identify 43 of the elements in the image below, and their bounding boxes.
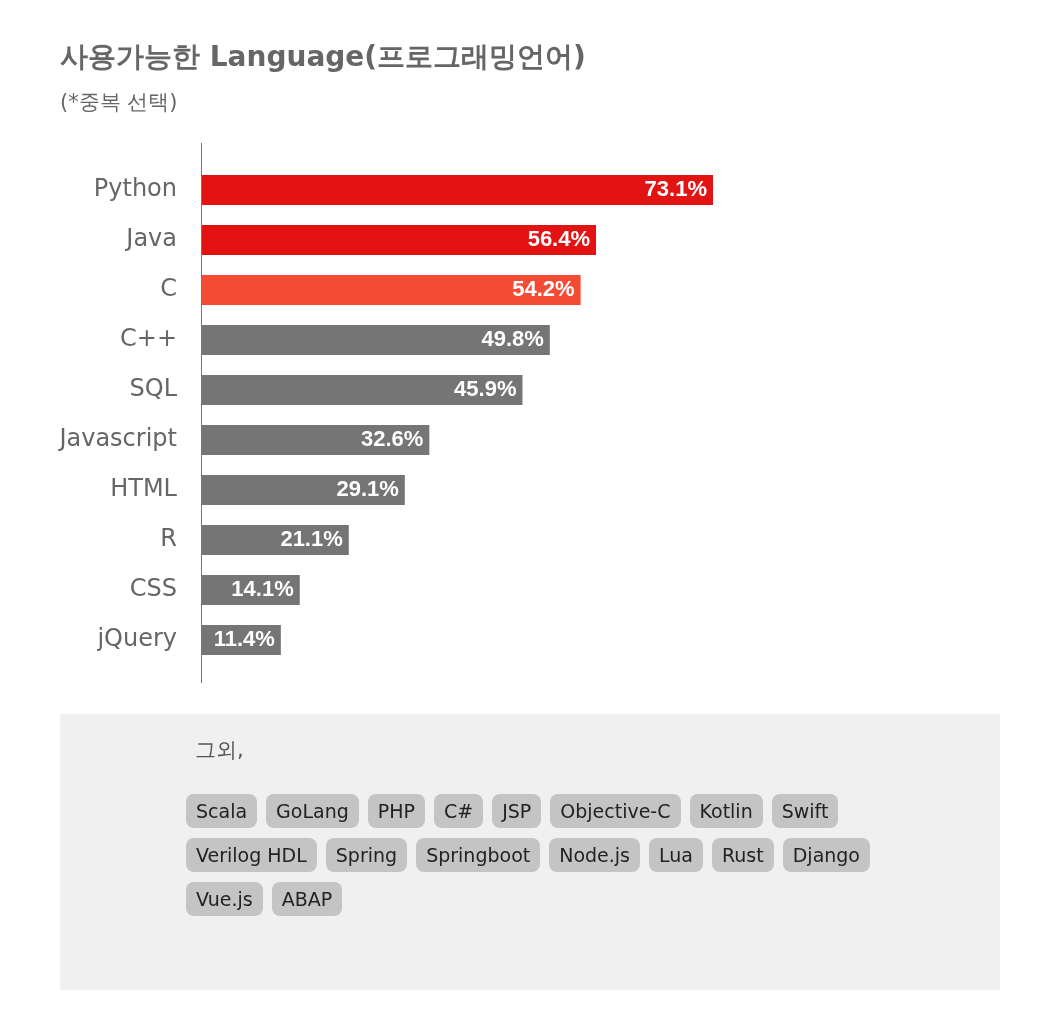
data-label: 56.4%: [527, 226, 591, 252]
y-tick-label: Javascript: [57, 424, 177, 453]
bar: [201, 225, 597, 255]
bar: [201, 175, 713, 205]
tag-chip: Django: [782, 838, 870, 872]
data-label: 54.2%: [512, 276, 575, 302]
data-label: 14.1%: [231, 576, 294, 602]
chart-subtitle: (*중복 선택): [60, 89, 178, 116]
data-label: 45.9%: [454, 376, 517, 402]
tag-chip: Scala: [186, 794, 258, 828]
data-label: 73.1%: [644, 176, 707, 202]
y-tick-label: C: [160, 274, 177, 303]
tag-chip: Springboot: [416, 838, 541, 872]
data-label: 11.4%: [213, 626, 275, 652]
chart-title: 사용가능한 Language(프로그래밍언어): [60, 39, 586, 75]
tag-chip: Lua: [649, 838, 703, 872]
tag-chip: GoLang: [266, 794, 359, 828]
bar: [201, 275, 581, 305]
tag-chip: Swift: [771, 794, 839, 828]
tag-chip: Objective-C: [550, 794, 681, 828]
y-tick-label: HTML: [110, 474, 178, 503]
y-tick-label: jQuery: [96, 624, 177, 653]
y-tick-label: Java: [124, 224, 177, 253]
y-tick-label: R: [160, 524, 177, 553]
data-label: 29.1%: [336, 476, 399, 502]
data-label: 32.6%: [360, 426, 424, 452]
tag-chip: Spring: [325, 838, 408, 872]
data-label: 21.1%: [280, 526, 343, 552]
tag-chip: ABAP: [271, 882, 343, 916]
tag-chip: Node.js: [549, 838, 641, 872]
tag-chip: Kotlin: [689, 794, 763, 828]
tag-chip: Vue.js: [186, 882, 263, 916]
tag-chip: JSP: [492, 794, 542, 828]
y-tick-label: C++: [120, 324, 177, 353]
tag-chip: Rust: [711, 838, 774, 872]
y-tick-label: CSS: [129, 574, 177, 603]
y-tick-label: Python: [93, 174, 177, 203]
tag-chip: C#: [433, 794, 484, 828]
tag-chip: PHP: [367, 794, 425, 828]
text: 그외,: [195, 737, 244, 764]
y-tick-label: SQL: [129, 374, 178, 403]
tag-chip: Verilog HDL: [186, 838, 317, 872]
data-label: 49.8%: [481, 326, 544, 352]
